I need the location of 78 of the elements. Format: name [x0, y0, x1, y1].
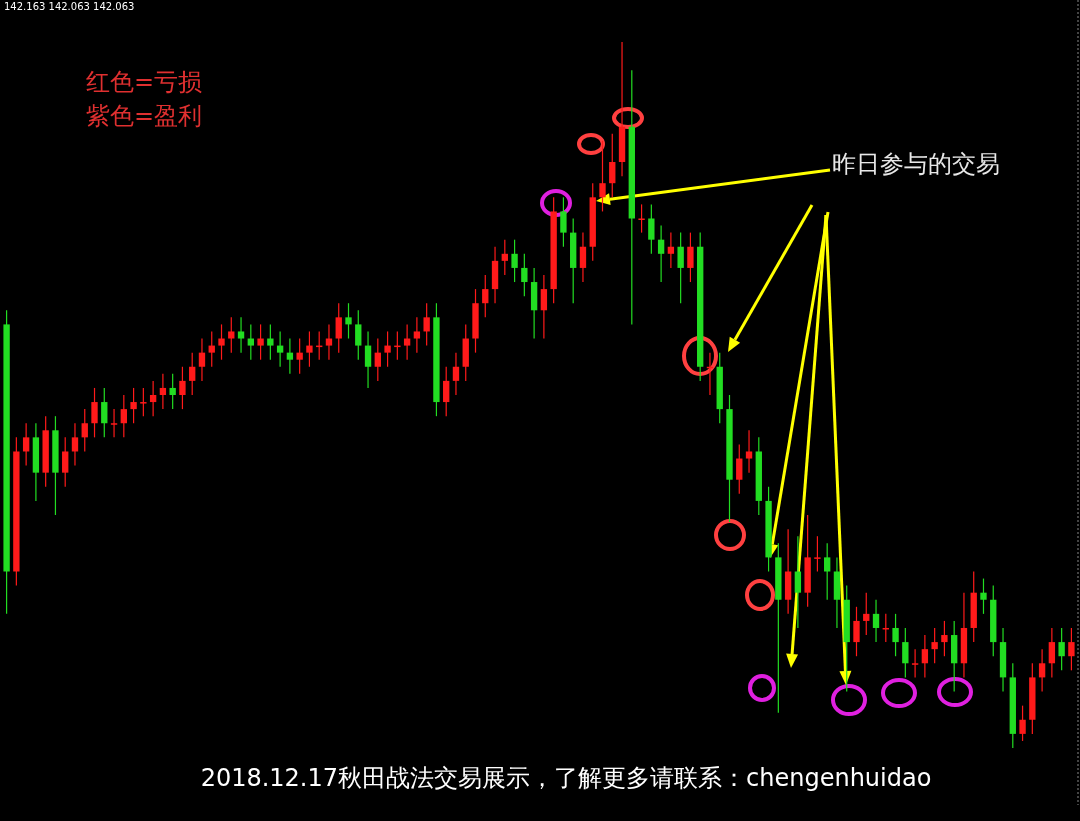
- candlestick: [931, 627, 938, 664]
- candlestick: [345, 302, 352, 340]
- candlestick: [921, 634, 929, 678]
- candlestick: [501, 239, 508, 276]
- candlestick: [521, 253, 528, 297]
- candlestick: [1019, 705, 1026, 742]
- candlestick: [237, 316, 245, 354]
- candlestick: [286, 337, 294, 375]
- candlestick: [81, 408, 88, 453]
- candlestick: [355, 309, 362, 361]
- candlestick: [657, 224, 665, 283]
- candlestick: [794, 535, 802, 629]
- candlestick: [599, 140, 606, 213]
- candlestick: [745, 429, 753, 474]
- candlestick: [1048, 627, 1056, 678]
- candlestick: [110, 408, 118, 438]
- candlestick: [189, 352, 196, 396]
- candlestick: [62, 436, 69, 488]
- candlestick: [364, 330, 372, 389]
- annotation: 紫色=盈利: [86, 102, 203, 130]
- candlestick: [482, 274, 489, 318]
- candlestick: [257, 323, 264, 361]
- candlestick: [941, 620, 948, 657]
- text: 142.163 142.063 142.063: [4, 1, 135, 12]
- candlestick: [579, 232, 587, 283]
- candlestick: [452, 352, 460, 396]
- candlestick: [228, 316, 235, 354]
- candlestick: [22, 422, 30, 467]
- candlestick: [892, 613, 899, 657]
- candlestick: [609, 133, 616, 198]
- candlestick: [814, 535, 821, 573]
- candlestick: [1058, 627, 1065, 671]
- candlestick: [853, 606, 860, 657]
- candlestick: [159, 373, 167, 410]
- candlestick: [413, 316, 421, 354]
- candlestick: [384, 330, 391, 368]
- candlestick: [980, 577, 987, 615]
- candlestick: [824, 542, 831, 601]
- candlestick: [306, 330, 313, 368]
- candlestick: [1068, 627, 1075, 671]
- candlestick: [902, 627, 909, 678]
- candlestick: [325, 323, 333, 361]
- candlestick: [911, 648, 919, 678]
- candlestick: [335, 302, 342, 354]
- candlestick: [403, 323, 411, 361]
- candlestick: [443, 366, 450, 417]
- candlestick: [736, 443, 743, 495]
- candlestick: [140, 387, 147, 417]
- candlestick: [687, 232, 694, 283]
- candlestick: [276, 330, 284, 368]
- candlestick: [101, 387, 108, 438]
- candlestick: [267, 323, 274, 361]
- annotation: 红色=亏损: [86, 68, 203, 96]
- candlestick: [169, 373, 176, 410]
- candlestick: [560, 196, 567, 248]
- candlestick: [198, 337, 206, 382]
- candlestick: [1038, 648, 1046, 693]
- candlestick: [149, 380, 157, 417]
- candlestick: [296, 337, 303, 375]
- candlestick: [91, 387, 98, 438]
- candlestick: [247, 323, 254, 361]
- annotation: 昨日参与的交易: [832, 150, 1000, 178]
- candlestick: [511, 239, 518, 283]
- candlestick: [872, 599, 880, 643]
- candlestick: [648, 203, 655, 255]
- candlestick: [540, 274, 548, 340]
- candlestick: [863, 592, 870, 636]
- candlestick: [677, 232, 684, 304]
- text: 2018.12.17秋田战法交易展示，了解更多请联系：chengenhuidao: [200, 764, 932, 792]
- candlestick: [208, 330, 215, 368]
- candlestick: [374, 337, 381, 382]
- candlestick: [218, 323, 225, 361]
- candlestick: [130, 387, 137, 424]
- candlestick: [667, 232, 675, 269]
- candlestick: [179, 366, 186, 410]
- candlestick: [423, 302, 430, 347]
- candlestick: [71, 422, 79, 467]
- candlestick: [120, 394, 127, 438]
